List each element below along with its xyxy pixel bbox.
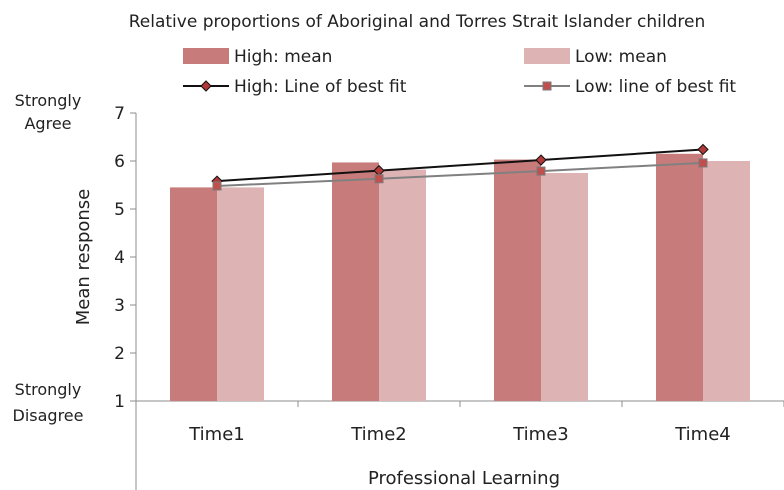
x-tick-label: Time4	[674, 424, 731, 445]
legend-label: Low: line of best fit	[575, 77, 736, 97]
y-axis-title: Mean response	[73, 189, 94, 326]
legend: High: mean Low: mean High: Line of best fi…	[183, 47, 736, 97]
bar	[379, 169, 426, 401]
bar	[703, 161, 750, 401]
bar	[217, 187, 264, 401]
legend-label: High: mean	[234, 47, 332, 67]
x-tick-label: Time2	[350, 424, 407, 445]
line-point	[535, 154, 547, 166]
y-tick-label: 3	[114, 296, 125, 316]
line-point	[697, 143, 709, 156]
chart-title: Relative proportions of Aboriginal and T…	[129, 12, 706, 32]
y-tick-label: 7	[114, 104, 125, 124]
line-point	[698, 158, 708, 168]
y-tick-label: 1	[114, 392, 125, 412]
legend-swatch	[183, 48, 229, 64]
series-line	[216, 161, 704, 187]
line-point	[212, 181, 222, 191]
bar	[170, 187, 217, 401]
legend-label: Low: mean	[575, 47, 667, 67]
bar	[494, 159, 541, 401]
y-anchor-bottom-line1: Strongly	[15, 380, 82, 399]
legend-marker	[200, 80, 212, 92]
x-tick-label: Time3	[512, 424, 569, 445]
bar	[332, 162, 379, 401]
legend-marker	[542, 81, 552, 91]
y-tick-label: 5	[114, 200, 125, 220]
line-point	[536, 166, 546, 176]
y-tick-label: 6	[114, 152, 125, 172]
y-anchor-bottom-line2: Disagree	[13, 406, 84, 425]
series-line	[216, 148, 704, 183]
legend-swatch	[524, 48, 570, 64]
y-anchor-top-line2: Agree	[24, 114, 71, 133]
x-tick-label: Time1	[188, 424, 245, 445]
legend-label: High: Line of best fit	[234, 77, 407, 97]
x-axis-title: Professional Learning	[368, 468, 560, 489]
line-point	[374, 174, 384, 184]
y-tick-label: 4	[114, 248, 125, 268]
bar	[541, 173, 588, 401]
y-anchor-top-line1: Strongly	[15, 91, 82, 110]
plot-area: 1 2 3 4 5 6 7 Time1 Time2 Time3 Time4	[114, 104, 784, 490]
y-tick-label: 2	[114, 344, 125, 364]
bar	[656, 153, 703, 401]
